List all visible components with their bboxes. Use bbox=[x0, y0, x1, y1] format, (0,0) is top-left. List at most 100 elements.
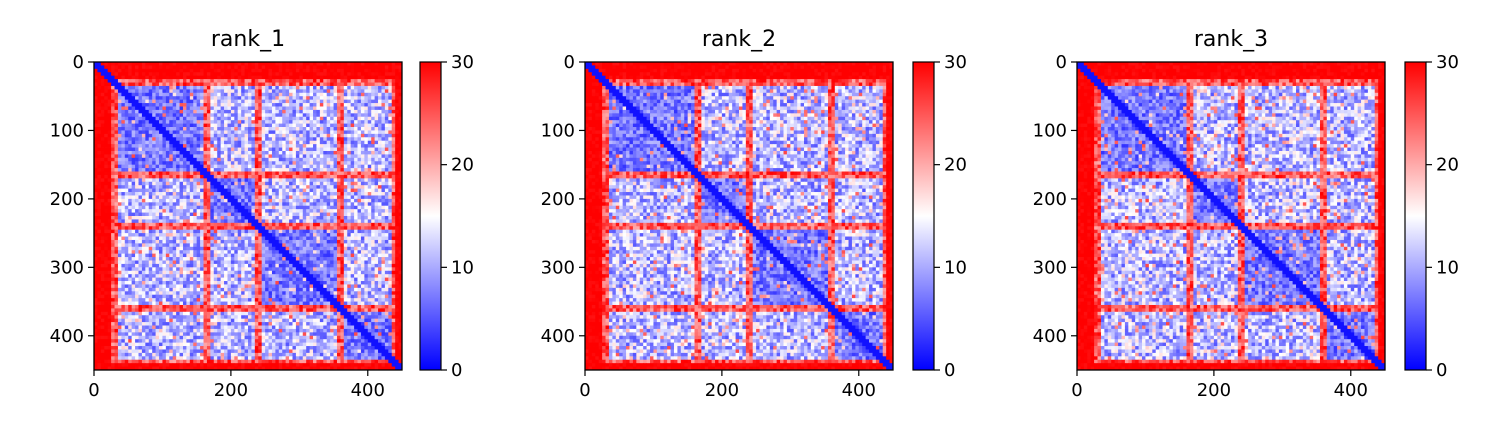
heatmap-cell bbox=[292, 161, 296, 165]
heatmap-cell bbox=[241, 76, 245, 80]
heatmap-cell bbox=[101, 148, 105, 152]
heatmap-cell bbox=[183, 137, 187, 141]
heatmap-cell bbox=[358, 100, 362, 104]
heatmap-cell bbox=[193, 72, 197, 76]
heatmap-cell bbox=[166, 127, 170, 131]
heatmap-cell bbox=[221, 141, 225, 145]
heatmap-cell bbox=[371, 117, 375, 121]
heatmap-cell bbox=[135, 65, 139, 69]
heatmap-cell bbox=[320, 79, 324, 83]
heatmap-cell bbox=[275, 79, 279, 83]
heatmap-cell bbox=[251, 148, 255, 152]
heatmap-cell bbox=[210, 100, 214, 104]
heatmap-cell bbox=[251, 151, 255, 155]
heatmap-cell bbox=[166, 120, 170, 124]
heatmap-cell bbox=[245, 110, 249, 114]
heatmap-cell bbox=[368, 65, 372, 69]
heatmap-cell bbox=[337, 106, 341, 110]
heatmap-cell bbox=[344, 86, 348, 90]
heatmap-cell bbox=[152, 96, 156, 100]
heatmap-cell bbox=[375, 154, 379, 158]
heatmap-cell bbox=[238, 124, 242, 128]
heatmap-cell bbox=[97, 124, 101, 128]
heatmap-cell bbox=[381, 120, 385, 124]
heatmap-cell bbox=[395, 158, 399, 162]
heatmap-cell bbox=[115, 148, 119, 152]
heatmap-cell bbox=[104, 130, 108, 134]
heatmap-cell bbox=[210, 137, 214, 141]
heatmap-cell bbox=[210, 124, 214, 128]
heatmap-cell bbox=[173, 86, 177, 90]
heatmap-cell bbox=[313, 65, 317, 69]
heatmap-cell bbox=[303, 86, 307, 90]
heatmap-cell bbox=[392, 144, 396, 148]
heatmap-cell bbox=[121, 96, 125, 100]
heatmap-cell bbox=[227, 120, 231, 124]
heatmap-cell bbox=[262, 83, 266, 87]
heatmap-cell bbox=[347, 165, 351, 169]
heatmap-cell bbox=[152, 151, 156, 155]
heatmap-cell bbox=[142, 130, 146, 134]
heatmap-cell bbox=[210, 168, 214, 172]
heatmap-cell bbox=[296, 154, 300, 158]
heatmap-cell bbox=[121, 134, 125, 138]
heatmap-cell bbox=[371, 158, 375, 162]
heatmap-cell bbox=[135, 172, 139, 176]
heatmap-cell bbox=[330, 117, 334, 121]
heatmap-cell bbox=[142, 175, 146, 179]
heatmap-cell bbox=[323, 127, 327, 131]
heatmap-cell bbox=[138, 69, 142, 73]
heatmap-cell bbox=[217, 158, 221, 162]
heatmap-cell bbox=[262, 151, 266, 155]
heatmap-cell bbox=[101, 86, 105, 90]
heatmap-cell bbox=[303, 89, 307, 93]
heatmap-cell bbox=[347, 103, 351, 107]
heatmap-cell bbox=[303, 72, 307, 76]
heatmap-cell bbox=[334, 130, 338, 134]
heatmap-cell bbox=[241, 65, 245, 69]
heatmap-cell bbox=[299, 120, 303, 124]
heatmap-cell bbox=[166, 83, 170, 87]
heatmap-cell bbox=[132, 144, 136, 148]
heatmap-cell bbox=[200, 127, 204, 131]
heatmap-cell bbox=[344, 113, 348, 117]
heatmap-cell bbox=[234, 86, 238, 90]
heatmap-cell bbox=[214, 165, 218, 169]
heatmap-cell bbox=[378, 96, 382, 100]
heatmap-cell bbox=[251, 89, 255, 93]
heatmap-cell bbox=[388, 96, 392, 100]
heatmap-cell bbox=[361, 158, 365, 162]
heatmap-cell bbox=[118, 79, 122, 83]
heatmap-cell bbox=[385, 148, 389, 152]
heatmap-cell bbox=[299, 165, 303, 169]
heatmap-cell bbox=[104, 175, 108, 179]
heatmap-cell bbox=[142, 100, 146, 104]
heatmap-cell bbox=[316, 72, 320, 76]
heatmap-cell bbox=[327, 83, 331, 87]
heatmap-cell bbox=[262, 103, 266, 107]
heatmap-cell bbox=[378, 124, 382, 128]
heatmap-cell bbox=[282, 100, 286, 104]
heatmap-cell bbox=[344, 151, 348, 155]
heatmap-cell bbox=[327, 154, 331, 158]
heatmap-cell bbox=[217, 110, 221, 114]
heatmap-cell bbox=[200, 113, 204, 117]
heatmap-cell bbox=[289, 65, 293, 69]
heatmap-cell bbox=[354, 134, 358, 138]
heatmap-cell bbox=[347, 154, 351, 158]
heatmap-cell bbox=[269, 151, 273, 155]
heatmap-cell bbox=[354, 124, 358, 128]
heatmap-cell bbox=[375, 141, 379, 145]
heatmap-cell bbox=[364, 79, 368, 83]
heatmap-cell bbox=[145, 151, 149, 155]
heatmap-cell bbox=[142, 103, 146, 107]
heatmap-cell bbox=[275, 144, 279, 148]
heatmap-cell bbox=[296, 103, 300, 107]
heatmap-cell bbox=[121, 106, 125, 110]
heatmap-cell bbox=[108, 127, 112, 131]
heatmap-cell bbox=[286, 110, 290, 114]
heatmap-cell bbox=[265, 134, 269, 138]
heatmap-cell bbox=[385, 124, 389, 128]
heatmap-cell bbox=[292, 83, 296, 87]
heatmap-cell bbox=[142, 96, 146, 100]
